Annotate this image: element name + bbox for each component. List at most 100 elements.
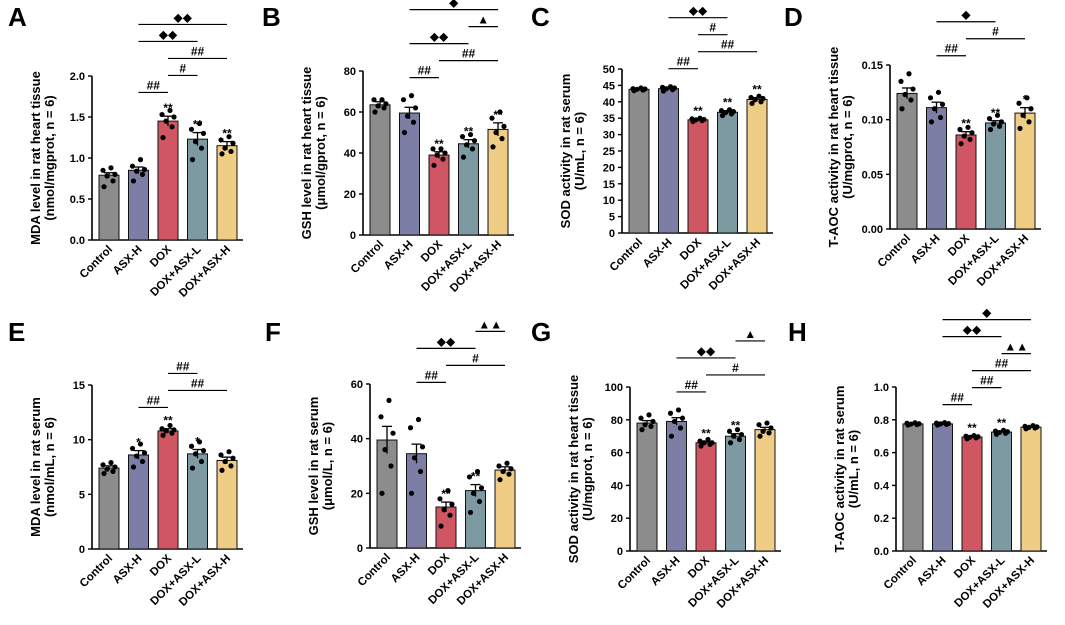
panel-h-point-2-2 [967, 434, 973, 440]
panel-f-category-label: DOX [426, 551, 452, 577]
panel-d-point-2-2 [961, 133, 967, 139]
panel-h-star-3: ** [997, 416, 1007, 430]
panel-f-bar-4 [494, 469, 516, 549]
panel-h-bracket-label-4: ◆◆ [963, 323, 982, 337]
panel-c-point-4-2 [752, 97, 758, 103]
panel-f-ytick-label: 60 [351, 379, 363, 391]
panel-a-point-0-2 [104, 173, 110, 179]
panel-h-point-1-3 [945, 420, 952, 427]
panel-a-point-4-5 [226, 134, 232, 140]
panel-a-point-3-3 [200, 130, 207, 136]
panel-e-category-label: DOX [148, 552, 174, 578]
panel-a-star-3: ** [193, 118, 203, 132]
panel-e-bar-2 [157, 430, 179, 550]
panel-c-bar-3 [717, 111, 738, 234]
panel-c-bar-0 [628, 88, 650, 234]
panel-f-point-2-2 [441, 507, 447, 513]
panel-g-ytick-label: 100 [605, 382, 623, 394]
panel-a-point-1-3 [141, 166, 148, 173]
panel-h-bar-1 [932, 423, 953, 552]
panel-h-category-label: Control [882, 555, 919, 592]
panel-h-bar-4 [1020, 426, 1042, 552]
panel-h-bracket-label-0: ## [951, 391, 965, 405]
panel-f-point-3-4 [466, 474, 473, 480]
panel-h-point-2-3 [975, 434, 981, 440]
panel-e-point-4-5 [226, 449, 232, 455]
panel-d-point-0-2 [902, 91, 908, 98]
panel-d-star-2: ** [961, 117, 971, 131]
panel-f-point-1-0 [408, 490, 415, 496]
panel-a-bracket-label-1: # [179, 61, 186, 75]
panel-c-point-4-0 [749, 100, 755, 107]
panel-e-category-label: ASX-H [111, 553, 145, 587]
panel-d-point-3-1 [996, 123, 1003, 129]
panel-h-ytick-label: 0.2 [874, 513, 889, 525]
panel-g-ylabel: SOD activity in rat heart tissue [566, 375, 581, 564]
panel-d-bracket-label-0: ## [945, 42, 959, 56]
panel-g-bracket-label-2: ◆◆ [697, 344, 716, 358]
panel-b-point-1-5 [408, 93, 415, 99]
panel-a-bracket-label-2: ## [191, 44, 205, 58]
panel-g-bracket-label-1: # [732, 361, 739, 375]
panel-a-point-3-4 [188, 126, 195, 132]
panel-g-category-label: DOX [686, 554, 712, 580]
panel-f-category-label: Control [356, 552, 393, 589]
panel-d-category-label: ASX-H [909, 233, 943, 267]
panel-f-ytick-label: 20 [351, 488, 363, 500]
panel-c-ytick-label: 15 [603, 179, 615, 191]
panel-h-point-3-5 [1000, 427, 1007, 433]
panel-e-star-3: * [195, 435, 200, 449]
panel-c-ytick-label: 0 [609, 228, 615, 240]
panel-f-point-0-2 [382, 447, 388, 453]
panel-c-point-4-5 [756, 93, 762, 99]
panel-d-bracket-label-1: # [992, 25, 999, 39]
panel-d-bar-3 [985, 122, 1006, 230]
panel-b-point-2-4 [430, 146, 436, 152]
panel-c-point-2-4 [689, 116, 695, 122]
panel-g-bar-2 [695, 442, 717, 552]
panel-g-bar-4 [754, 429, 776, 552]
panel-d-point-2-0 [958, 141, 964, 147]
panel-b-point-3-4 [459, 134, 466, 140]
panel-a-bar-3 [187, 138, 208, 241]
panel-g-point-1-4 [667, 410, 674, 416]
panel-e-point-2-0 [160, 432, 166, 438]
panel-b-letter: B [262, 2, 281, 32]
panel-c-ytick-label: 45 [603, 80, 615, 92]
panel-h-point-3-4 [992, 428, 999, 434]
panel-g-point-4-1 [766, 430, 772, 436]
panel-c-ytick-label: 40 [603, 97, 615, 109]
panel-d-point-3-3 [998, 119, 1005, 125]
panel-f-point-4-2 [500, 468, 506, 475]
panel-h-star-2: ** [967, 421, 977, 435]
panel-g-point-4-5 [764, 420, 770, 426]
panel-b-point-0-4 [371, 97, 377, 103]
panel-c-point-3-3 [730, 109, 737, 115]
panel-d-bar-0 [896, 92, 918, 230]
panel-g-point-0-4 [638, 415, 644, 421]
panel-e-ytick-label: 15 [73, 380, 85, 392]
panel-h-point-2-5 [971, 432, 977, 439]
panel-f-bracket-label-3: ▲▲ [478, 317, 502, 331]
panel-c-point-2-5 [697, 115, 703, 121]
panel-g-point-4-0 [757, 433, 763, 439]
panel-g-point-1-5 [675, 407, 682, 413]
panel-a-ytick-label: 2.0 [70, 71, 85, 83]
panel-f-ylabel-units: (μmol/L, n = 6) [320, 422, 335, 511]
panel-a-point-1-0 [130, 178, 137, 184]
panel-h-point-3-3 [1004, 429, 1011, 435]
panel-f-category-label: ASX-H [389, 552, 423, 586]
panel-f-point-1-3 [419, 444, 426, 450]
panel-e-point-1-5 [137, 441, 144, 447]
panel-g-bar-1 [666, 420, 687, 552]
panel-g-ytick-label: 0 [617, 546, 623, 558]
panel-f-bracket-label-0: ## [425, 368, 439, 382]
panel-e-bar-4 [216, 459, 238, 550]
panel-f-point-1-1 [417, 468, 424, 475]
panel-a-category-label: Control [78, 244, 115, 281]
panel-d-point-1-0 [928, 119, 935, 125]
panel-a-point-2-1 [169, 124, 175, 130]
panel-d-letter: D [784, 2, 803, 32]
panel-g-ytick-label: 40 [611, 480, 623, 492]
